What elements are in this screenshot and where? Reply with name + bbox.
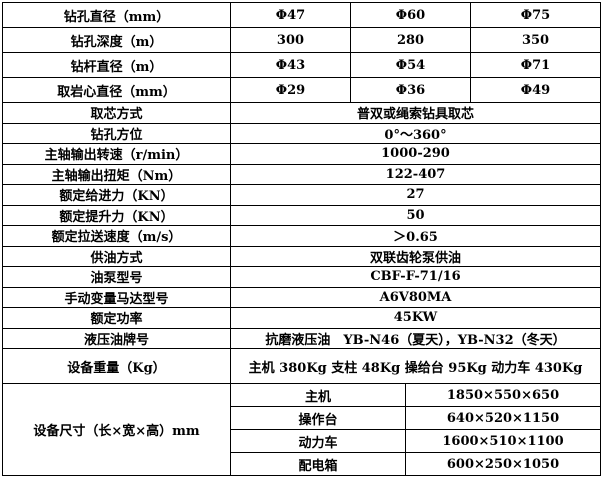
table-row: 额定提升力（KN） 50	[2, 204, 602, 226]
table-cell: Φ49	[470, 77, 602, 103]
table-row: 额定给进力（KN） 27	[2, 184, 602, 206]
table-cell: 1850×550×650	[404, 383, 602, 407]
table-cell: 设备重量（Kg）	[2, 348, 231, 384]
table-cell: 设备尺寸（长×宽×高）mm	[2, 383, 231, 476]
table-row: 液压油牌号 抗磨液压油 YB-N46（夏天），YB-N32（冬天）	[2, 327, 602, 349]
table-cell: Φ75	[470, 2, 602, 28]
table-row: 配电箱 600×250×1050	[3, 452, 602, 476]
spec-table: 钻孔直径（mm） Φ47 Φ60 Φ75 钻孔深度（m） 300 280 350 钻杆直径（m）…	[2, 2, 602, 476]
table-cell: 主轴输出扭矩（Nm）	[2, 163, 231, 185]
table-cell: 640×520×1150	[404, 406, 602, 430]
table-cell: 钻杆直径（m）	[2, 52, 231, 78]
table-cell: 1000-290	[229, 143, 602, 165]
table-cell: Φ60	[349, 2, 472, 28]
table-cell: A6V80MA	[229, 286, 602, 308]
table-cell: 钻孔方位	[2, 122, 231, 144]
table-row: 设备尺寸（长×宽×高）mm 主机 1850×550×650	[2, 383, 602, 476]
table-row: 设备重量（Kg） 主机 380Kg 支柱 48Kg 操给台 95Kg 动力车 43…	[2, 348, 602, 384]
table-row: 操作台 640×520×1150	[3, 406, 602, 430]
table-cell: 钻孔深度（m）	[2, 27, 231, 53]
table-row: 主轴输出扭矩（Nm） 122-407	[2, 163, 602, 185]
table-cell: 600×250×1050	[404, 452, 602, 476]
table-cell: Φ43	[230, 52, 351, 78]
table-row: 钻孔方位 0°～360°	[2, 122, 602, 144]
table-cell: 122-407	[229, 163, 602, 185]
table-cell: 普双或绳索钻具取芯	[229, 102, 602, 124]
table-cell: 1600×510×1100	[404, 429, 602, 453]
table-cell: 额定拉送速度（m/s）	[2, 225, 231, 247]
table-cell: 液压油牌号	[2, 327, 231, 349]
table-cell: Φ47	[230, 2, 351, 28]
table-cell: 主轴输出转速（r/min）	[2, 143, 231, 165]
table-row: 油泵型号 CBF-F-71/16	[2, 266, 602, 288]
table-cell: Φ36	[349, 77, 472, 103]
table-cell: 280	[349, 27, 472, 53]
table-row: 动力车 1600×510×1100	[3, 429, 602, 453]
table-row: 取岩心直径（mm） Φ29 Φ36 Φ49	[2, 77, 602, 103]
table-cell: 350	[470, 27, 602, 53]
table-cell: 配电箱	[230, 452, 406, 476]
table-cell: 双联齿轮泵供油	[229, 245, 602, 267]
table-cell: 额定功率	[2, 307, 231, 329]
table-cell: 27	[229, 184, 602, 206]
table-row: 手动变量马达型号 A6V80MA	[2, 286, 602, 308]
table-cell: CBF-F-71/16	[229, 266, 602, 288]
table-cell: 抗磨液压油 YB-N46（夏天），YB-N32（冬天）	[229, 327, 602, 349]
table-cell: 50	[229, 204, 602, 226]
table-cell: 额定提升力（KN）	[2, 204, 231, 226]
table-cell: 操作台	[230, 406, 406, 430]
table-cell: 钻孔直径（mm）	[2, 2, 231, 28]
table-cell: 0°～360°	[229, 122, 602, 144]
table-row: 额定功率 45KW	[2, 307, 602, 329]
table-cell: 主机 380Kg 支柱 48Kg 操给台 95Kg 动力车 430Kg	[229, 348, 602, 384]
table-row: 取芯方式 普双或绳索钻具取芯	[2, 102, 602, 124]
table-cell: 45KW	[229, 307, 602, 329]
table-cell: 主机	[230, 383, 406, 407]
table-cell: Φ71	[470, 52, 602, 78]
table-cell: Φ29	[230, 77, 351, 103]
table-row: 额定拉送速度（m/s） ＞0.65	[2, 225, 602, 247]
table-cell: 取芯方式	[2, 102, 231, 124]
table-cell: 供油方式	[2, 245, 231, 267]
table-cell: ＞0.65	[229, 225, 602, 247]
table-cell: 额定给进力（KN）	[2, 184, 231, 206]
table-row: 主轴输出转速（r/min） 1000-290	[2, 143, 602, 165]
table-row: 钻杆直径（m） Φ43 Φ54 Φ71	[2, 52, 602, 78]
table-cell: 取岩心直径（mm）	[2, 77, 231, 103]
table-row: 钻孔深度（m） 300 280 350	[2, 27, 602, 53]
table-row: 钻孔直径（mm） Φ47 Φ60 Φ75	[2, 2, 602, 28]
table-cell: 动力车	[230, 429, 406, 453]
table-cell: 油泵型号	[2, 266, 231, 288]
table-cell: 300	[230, 27, 351, 53]
table-cell: 手动变量马达型号	[2, 286, 231, 308]
table-row: 供油方式 双联齿轮泵供油	[2, 245, 602, 267]
table-cell: Φ54	[349, 52, 472, 78]
